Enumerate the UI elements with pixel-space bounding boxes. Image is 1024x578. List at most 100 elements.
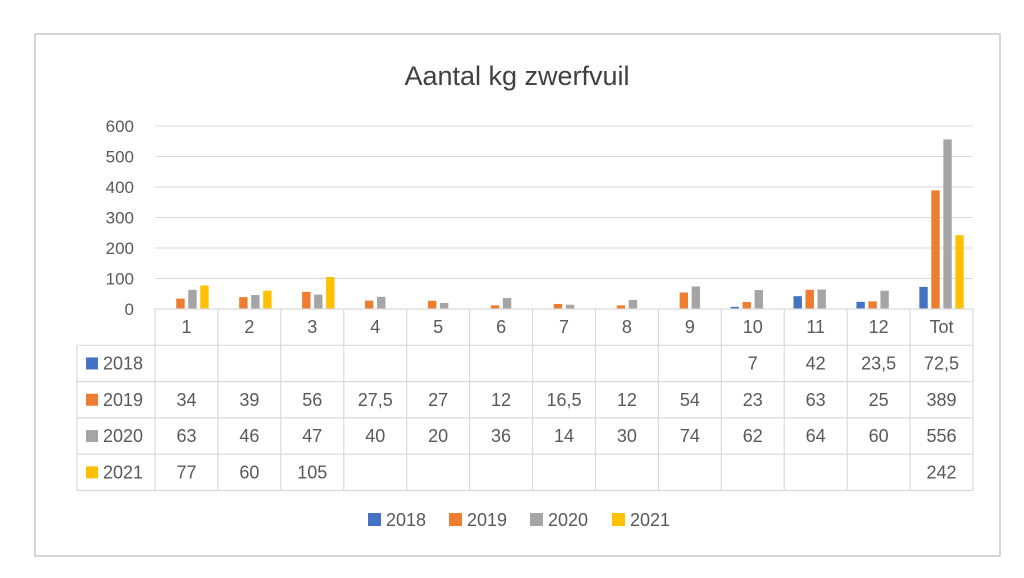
- table-legend-key-2020: [86, 430, 98, 443]
- data-label: 25: [869, 390, 889, 410]
- y-tick-label: 600: [106, 117, 134, 136]
- bar-2020: [817, 289, 826, 309]
- bar-2020: [754, 290, 763, 309]
- gridlines: [155, 125, 973, 279]
- data-label: 27,5: [358, 390, 393, 410]
- legend-label: 2020: [548, 510, 588, 530]
- data-label: 74: [680, 426, 700, 446]
- category-label: 4: [370, 317, 380, 337]
- table-series-name: 2020: [103, 426, 143, 446]
- y-tick-label: 400: [106, 178, 134, 197]
- bar-2019: [868, 301, 877, 309]
- bar-2021: [955, 235, 964, 309]
- bar-2019: [302, 291, 311, 309]
- legend-key-2021: [612, 513, 625, 526]
- y-tick-label: 0: [125, 300, 134, 319]
- data-label: 23,5: [861, 353, 896, 373]
- data-label: 12: [491, 390, 511, 410]
- bar-2019: [239, 297, 248, 309]
- bar-2021: [263, 290, 272, 309]
- category-label: 11: [806, 317, 825, 337]
- bar-2018: [919, 286, 928, 309]
- category-label: 2: [244, 317, 254, 337]
- data-label: 42: [806, 353, 826, 373]
- bar-2019: [176, 298, 185, 309]
- data-label: 60: [869, 426, 889, 446]
- bar-2021: [200, 285, 209, 309]
- category-label: 9: [685, 317, 695, 337]
- category-label: 8: [622, 317, 632, 337]
- bar-2019: [365, 300, 374, 309]
- data-label: 63: [176, 426, 196, 446]
- legend: 2018 2019 2020 2021: [368, 510, 670, 530]
- chart-title: Aantal kg zwerfvuil: [404, 61, 629, 91]
- data-label: 20: [428, 426, 448, 446]
- table-legend-key-2018: [86, 357, 98, 370]
- bar-2021: [326, 276, 335, 309]
- data-label: 60: [239, 462, 259, 482]
- data-label: 27: [428, 390, 448, 410]
- data-label: 72,5: [924, 353, 959, 373]
- y-axis-tick-labels: 0 100 200 300 400 500 600: [106, 117, 134, 319]
- data-label: 46: [239, 426, 259, 446]
- data-label: 64: [806, 426, 826, 446]
- legend-key-2019: [449, 513, 462, 526]
- category-label: 3: [307, 317, 317, 337]
- bar-2020: [251, 294, 260, 309]
- table-legend-key-2019: [86, 393, 98, 406]
- legend-key-2018: [368, 513, 381, 526]
- data-label: 62: [743, 426, 763, 446]
- bar-2019: [742, 301, 751, 309]
- data-label: 23: [743, 390, 763, 410]
- data-label: 105: [297, 462, 327, 482]
- bar-2019: [553, 303, 563, 309]
- data-label: 77: [176, 462, 196, 482]
- bar-2020: [188, 289, 197, 309]
- data-label: 14: [554, 426, 574, 446]
- y-tick-label: 200: [106, 239, 134, 258]
- bar-2020: [314, 294, 323, 309]
- data-label: 47: [302, 426, 322, 446]
- table-legend-key-2021: [86, 466, 98, 479]
- legend-label: 2019: [467, 510, 507, 530]
- bar-2020: [377, 296, 386, 309]
- data-label: 16,5: [546, 390, 581, 410]
- y-tick-label: 500: [106, 148, 134, 167]
- bar-2020: [691, 286, 701, 309]
- bar-2019: [616, 305, 626, 309]
- y-tick-label: 300: [106, 209, 134, 228]
- data-label: 34: [176, 390, 196, 410]
- category-label: Tot: [930, 317, 954, 337]
- bar-2020: [880, 290, 889, 309]
- data-label: 40: [365, 426, 385, 446]
- bar-2019: [427, 300, 437, 309]
- table-series-name: 2021: [103, 462, 143, 482]
- data-label: 30: [617, 426, 637, 446]
- data-label: 63: [806, 390, 826, 410]
- data-label: 389: [927, 390, 957, 410]
- category-label: 10: [743, 317, 763, 337]
- data-label: 556: [927, 426, 957, 446]
- category-label: 6: [496, 317, 506, 337]
- legend-label: 2021: [630, 510, 670, 530]
- bar-2018: [793, 296, 802, 309]
- legend-label: 2018: [386, 510, 426, 530]
- legend-key-2020: [530, 513, 543, 526]
- bar-2019: [679, 292, 689, 309]
- bar-2019: [805, 289, 814, 309]
- bar-2020: [502, 298, 512, 309]
- data-label: 54: [680, 390, 700, 410]
- data-label: 56: [302, 390, 322, 410]
- bar-2018: [856, 301, 865, 309]
- category-label: 7: [559, 317, 569, 337]
- data-label: 36: [491, 426, 511, 446]
- bar-2018: [730, 306, 739, 309]
- data-label: 12: [617, 390, 637, 410]
- category-label: 1: [181, 317, 191, 337]
- category-label: 12: [869, 317, 889, 337]
- bar-2020: [628, 299, 638, 309]
- bar-2020: [439, 302, 449, 309]
- data-label: 7: [748, 353, 758, 373]
- bar-2019: [931, 190, 940, 309]
